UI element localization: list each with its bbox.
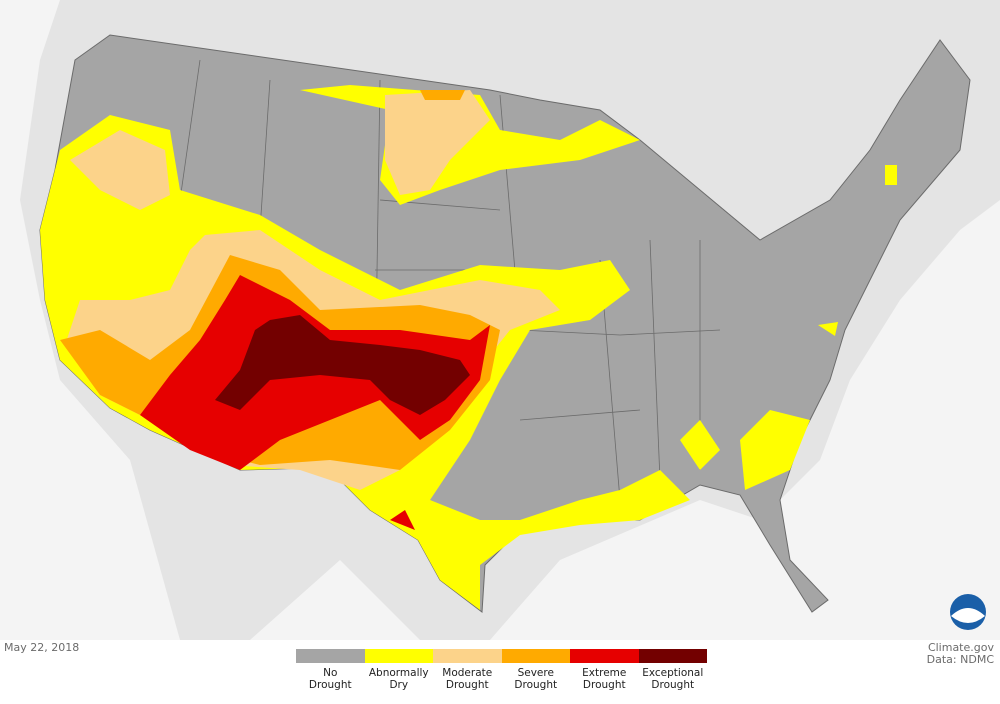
map [0, 0, 1000, 640]
legend-label: No [323, 667, 338, 679]
legend-label: Exceptional [642, 667, 704, 679]
legend-item: No Drought [296, 649, 365, 691]
legend-label: Drought [514, 679, 558, 691]
legend-swatch [638, 649, 707, 663]
legend-swatch [433, 649, 502, 663]
legend-label: Extreme [582, 667, 627, 679]
legend-label: Drought [308, 679, 352, 691]
drought-areas [40, 85, 897, 610]
legend-label: Drought [445, 679, 489, 691]
legend-item: Abnormally Dry [364, 649, 433, 691]
date: May 22, 2018 [4, 641, 80, 654]
legend-label: Severe [517, 667, 554, 679]
legend-swatch [364, 649, 433, 663]
legend-item: Severe Drought [501, 649, 570, 691]
legend-item: Exceptional Drought [638, 649, 707, 691]
legend-label: Abnormally [368, 667, 429, 679]
legend-swatch [296, 649, 365, 663]
credit: Climate.gov [927, 641, 994, 654]
legend-swatch [501, 649, 570, 663]
legend-item: Moderate Drought [433, 649, 502, 691]
source: Data: NDMC [926, 653, 994, 666]
noaa-logo [950, 594, 986, 630]
legend-label: Drought [651, 679, 695, 691]
legend-label: Dry [389, 679, 409, 691]
legend-swatch [570, 649, 639, 663]
legend-label: Moderate [442, 667, 493, 679]
legend-label: Drought [582, 679, 626, 691]
legend: No Drought Abnormally Dry Moderate Drought Sev… [296, 649, 707, 691]
legend-item: Extreme Drought [570, 649, 639, 691]
